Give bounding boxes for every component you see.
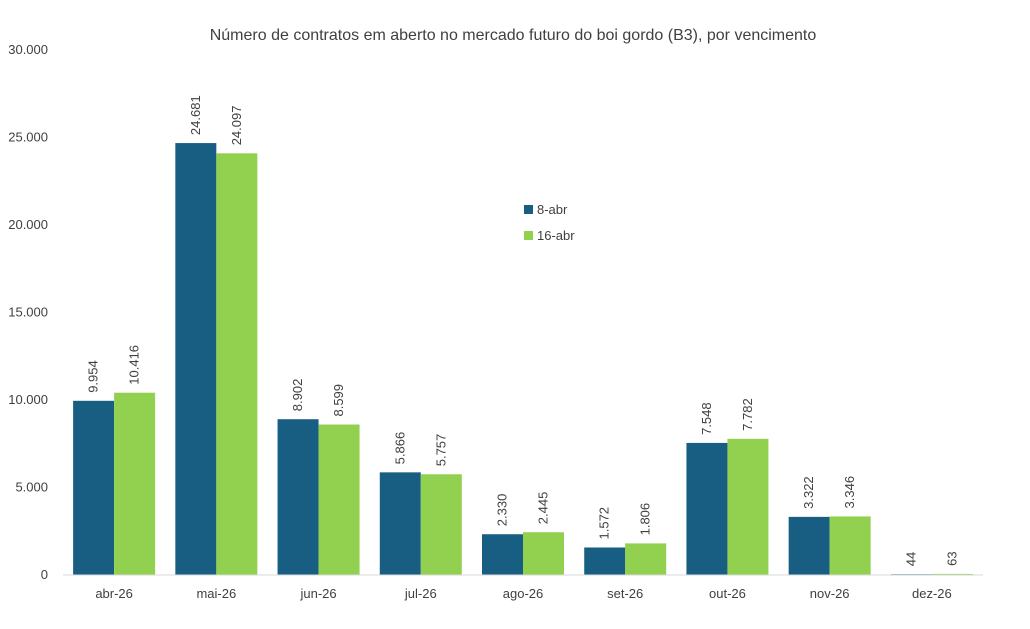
data-label: 5.757 <box>433 434 448 467</box>
y-tick-label: 10.000 <box>8 392 48 407</box>
data-label: 7.782 <box>740 398 755 431</box>
bar-8-abr-jul-26 <box>379 472 421 575</box>
data-label: 2.445 <box>536 492 551 525</box>
x-tick-label: set-26 <box>607 586 643 601</box>
y-tick-label: 25.000 <box>8 130 48 145</box>
bar-16-abr-jul-26 <box>420 474 462 575</box>
legend-label-8-abr: 8-abr <box>537 202 568 217</box>
bar-8-abr-out-26 <box>686 442 728 575</box>
legend: 8-abr 16-abr <box>524 202 575 243</box>
bar-16-abr-jun-26 <box>318 424 360 575</box>
data-labels-group: 9.954 10.416 24.681 24.097 8.902 8.599 5.866 5.… <box>86 95 960 566</box>
data-label: 5.866 <box>392 432 407 465</box>
bar-8-abr-nov-26 <box>788 516 830 575</box>
legend-label-16-abr: 16-abr <box>537 228 575 243</box>
data-label: 8.599 <box>331 384 346 417</box>
x-tick-label: nov-26 <box>810 586 850 601</box>
legend-swatch-8-abr <box>524 205 533 214</box>
bar-8-abr-set-26 <box>584 547 626 575</box>
x-tick-label: jul-26 <box>404 586 437 601</box>
bar-8-abr-ago-26 <box>482 534 523 575</box>
x-tick-label: jun-26 <box>299 586 336 601</box>
chart-title: Número de contratos em aberto no mercado… <box>210 27 817 44</box>
data-label: 8.902 <box>290 379 305 412</box>
data-label: 24.681 <box>188 95 203 135</box>
data-label: 10.416 <box>127 345 142 385</box>
x-tick-label: dez-26 <box>912 586 952 601</box>
y-tick-label: 20.000 <box>8 217 48 232</box>
bars-group <box>73 143 973 576</box>
bar-16-abr-out-26 <box>727 438 769 575</box>
legend-swatch-16-abr <box>524 231 533 240</box>
data-label: 3.346 <box>842 476 857 509</box>
bar-8-abr-jun-26 <box>277 419 319 575</box>
data-label: 2.330 <box>495 494 510 527</box>
y-tick-label: 5.000 <box>15 480 48 495</box>
bar-8-abr-mai-26 <box>175 143 217 575</box>
y-tick-label: 15.000 <box>8 305 48 320</box>
x-tick-label: mai-26 <box>196 586 236 601</box>
data-label: 3.322 <box>801 476 816 509</box>
bar-16-abr-mai-26 <box>216 153 258 576</box>
data-label: 9.954 <box>86 360 101 393</box>
y-tick-label: 0 <box>41 567 48 582</box>
bar-16-abr-nov-26 <box>829 516 871 575</box>
x-axis: abr-26 mai-26 jun-26 jul-26 ago-26 set-26 out-… <box>95 586 951 601</box>
bar-16-abr-dez-26 <box>931 573 973 575</box>
x-tick-label: out-26 <box>709 586 746 601</box>
data-label: 1.572 <box>597 507 612 540</box>
x-tick-label: abr-26 <box>95 586 133 601</box>
data-label: 7.548 <box>699 402 714 435</box>
bar-16-abr-ago-26 <box>523 532 564 575</box>
bar-8-abr-abr-26 <box>73 400 115 575</box>
bar-16-abr-set-26 <box>625 543 667 575</box>
data-label: 63 <box>944 551 959 565</box>
y-tick-label: 30.000 <box>8 42 48 57</box>
x-tick-label: ago-26 <box>503 586 543 601</box>
data-label: 44 <box>903 552 918 566</box>
data-label: 1.806 <box>638 503 653 536</box>
data-label: 24.097 <box>229 106 244 146</box>
y-axis: 0 5.000 10.000 15.000 20.000 25.000 30.000 <box>8 42 48 582</box>
bar-16-abr-abr-26 <box>114 392 156 575</box>
